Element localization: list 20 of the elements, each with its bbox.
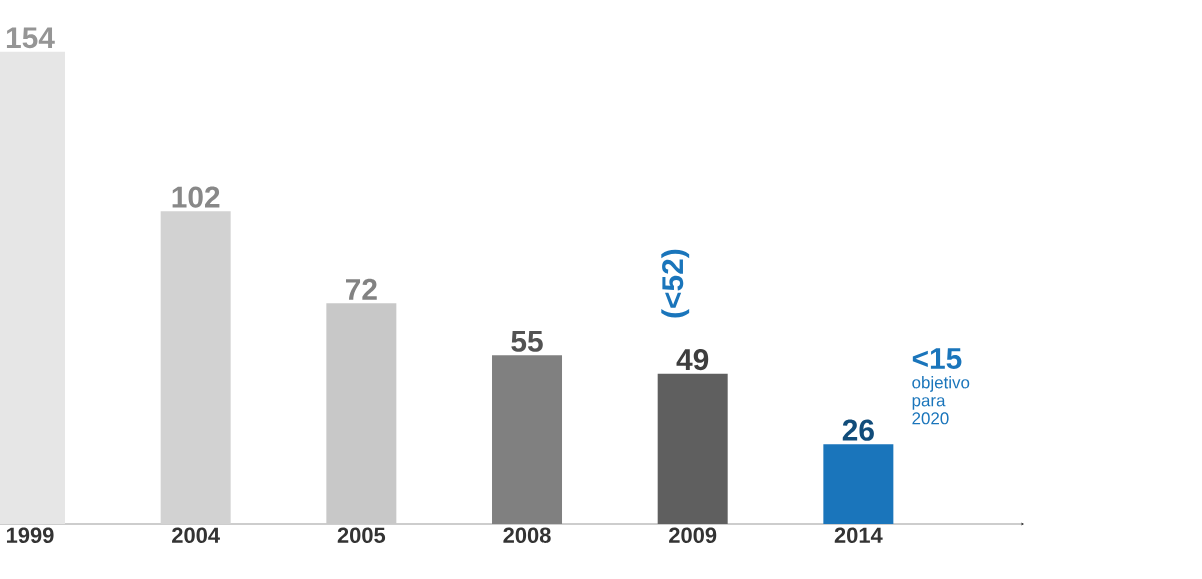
bar: [160, 211, 231, 524]
annotation: objetivo para 2020: [912, 376, 970, 425]
x-tick-label: 2005: [337, 527, 386, 544]
data-label: 49: [676, 349, 709, 371]
bar: [823, 444, 894, 524]
data-label: 102: [172, 186, 220, 208]
x-tick-label: 2008: [503, 527, 551, 544]
data-label: 55: [511, 330, 543, 352]
bar: [326, 303, 397, 524]
bar: [492, 355, 563, 524]
data-label: 154: [6, 27, 55, 49]
data-label: 72: [346, 278, 377, 300]
x-tick-label: 2004: [172, 527, 220, 544]
bar: [657, 373, 728, 524]
x-tick-label: 2009: [669, 527, 717, 544]
x-tick-label: 2014: [834, 527, 883, 544]
data-label: 26: [842, 419, 874, 441]
x-tick-label: 1999: [6, 527, 54, 544]
annotation: (<52): [661, 249, 690, 318]
annotation: <15: [912, 348, 962, 369]
